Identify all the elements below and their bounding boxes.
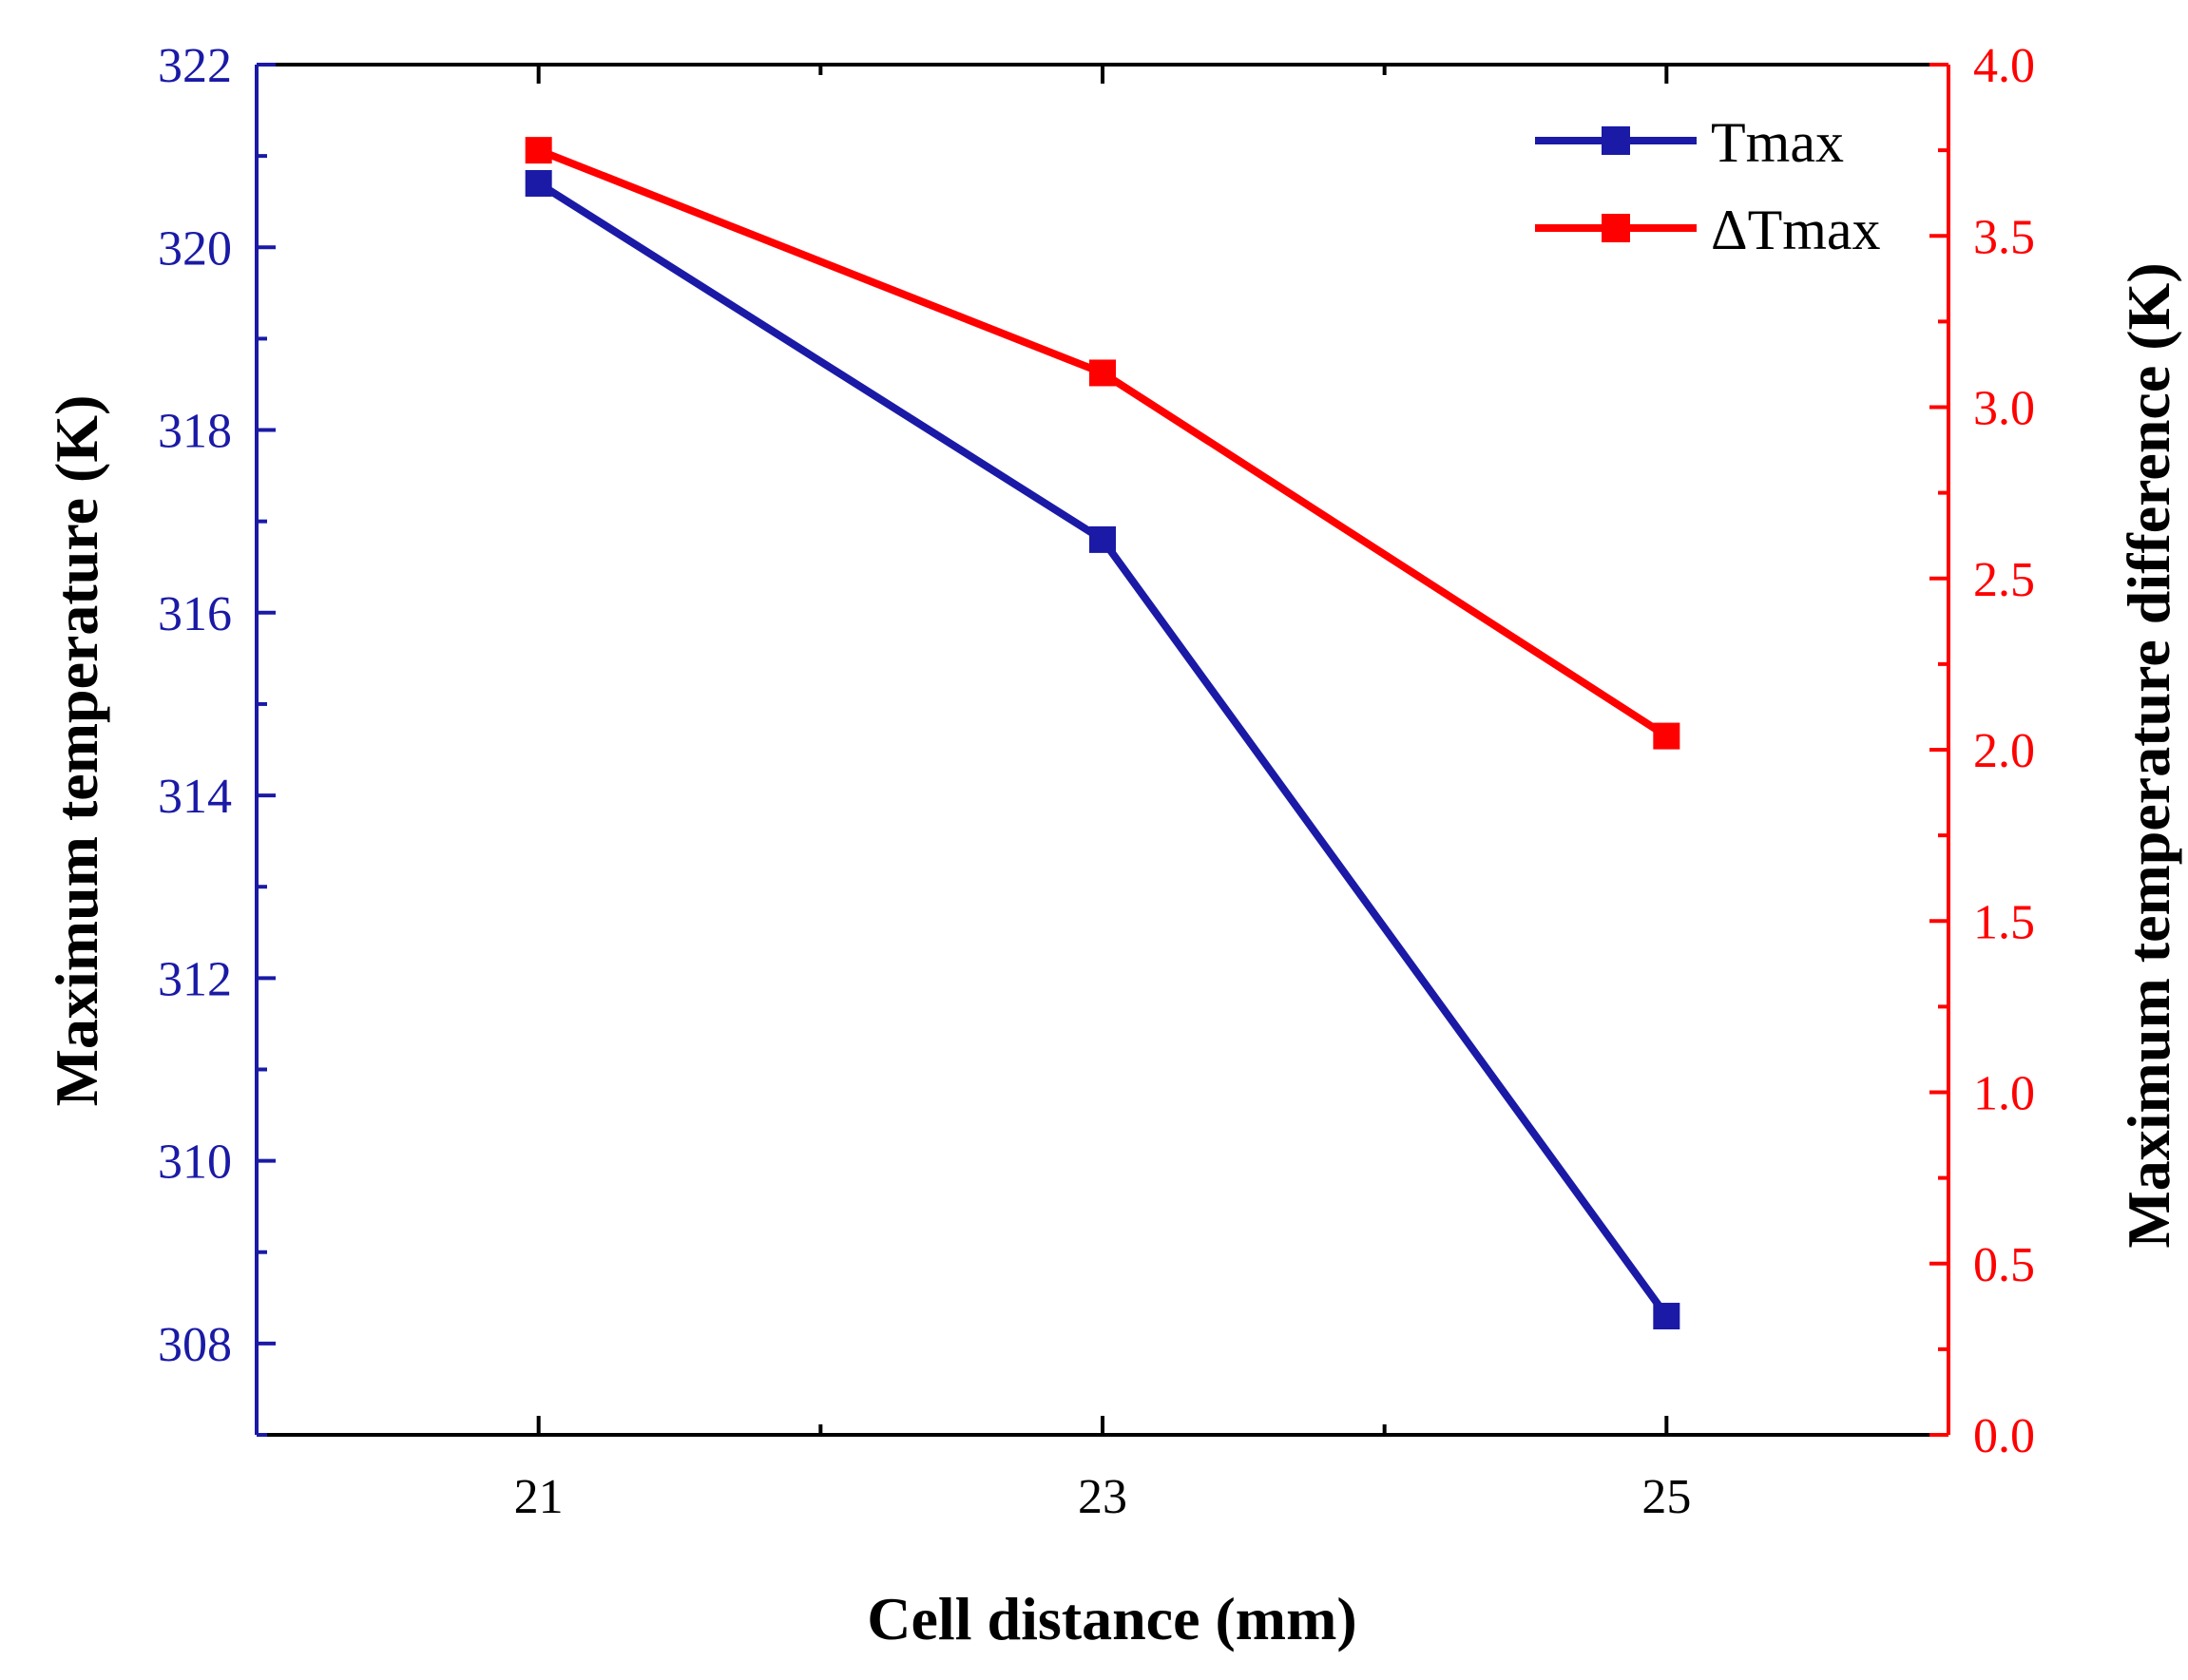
y-left-tick-label: 320 xyxy=(158,221,232,276)
legend-marker-tmax xyxy=(1602,126,1630,155)
y-axis-right-title: Maximum temperature difference (K) xyxy=(2115,262,2182,1248)
x-tick-label: 21 xyxy=(514,1470,564,1524)
y-axis-left-title: Maximum temperature (K) xyxy=(43,395,110,1107)
data-point-delta-tmax xyxy=(1089,359,1116,387)
y-left-tick-label: 316 xyxy=(158,587,232,641)
data-point-tmax xyxy=(1089,525,1116,553)
legend: Tmax ΔTmax xyxy=(1535,111,1881,261)
y-right-tick-label: 2.5 xyxy=(1973,553,2035,607)
y-right-tick-label: 3.5 xyxy=(1973,210,2035,264)
x-tick-label: 25 xyxy=(1641,1470,1691,1524)
y-right-tick-label: 0.5 xyxy=(1973,1238,2035,1292)
y-right-tick-label: 0.0 xyxy=(1973,1409,2035,1463)
plot-frame xyxy=(255,63,1950,1437)
x-tick-label: 23 xyxy=(1078,1470,1127,1524)
y-axis-left-ticks: 308 310 312 314 316 318 320 322 xyxy=(158,39,276,1437)
data-point-tmax xyxy=(525,169,552,197)
y-left-tick-label: 312 xyxy=(158,952,232,1006)
y-left-tick-label: 322 xyxy=(158,39,232,93)
y-right-tick-label: 3.0 xyxy=(1973,382,2035,436)
x-axis-ticks: 21 23 25 xyxy=(514,65,1691,1524)
y-right-tick-label: 1.0 xyxy=(1973,1067,2035,1121)
legend-item-tmax: Tmax xyxy=(1535,111,1844,174)
series-layer xyxy=(525,137,1680,1330)
data-point-delta-tmax xyxy=(1653,722,1680,750)
legend-item-delta-tmax: ΔTmax xyxy=(1535,199,1881,261)
y-left-tick-label: 308 xyxy=(158,1318,232,1372)
y-left-tick-label: 318 xyxy=(158,405,232,459)
data-point-delta-tmax xyxy=(525,137,552,164)
legend-label-delta-tmax: ΔTmax xyxy=(1711,199,1881,261)
y-right-tick-label: 1.5 xyxy=(1973,895,2035,949)
y-axis-right-ticks: 0.0 0.5 1.0 1.5 2.0 2.5 3.0 3.5 4.0 xyxy=(1929,39,2035,1463)
y-left-tick-label: 310 xyxy=(158,1136,232,1190)
series-line-tmax xyxy=(536,180,1670,1319)
legend-label-tmax: Tmax xyxy=(1711,111,1844,174)
legend-marker-delta-tmax xyxy=(1602,214,1630,242)
y-right-tick-label: 2.0 xyxy=(1973,724,2035,778)
data-point-tmax xyxy=(1653,1303,1680,1330)
y-right-tick-label: 4.0 xyxy=(1973,39,2035,93)
series-line-delta-tmax xyxy=(537,146,1669,739)
y-left-tick-label: 314 xyxy=(158,770,232,824)
x-axis-title: Cell distance (mm) xyxy=(867,1585,1356,1652)
